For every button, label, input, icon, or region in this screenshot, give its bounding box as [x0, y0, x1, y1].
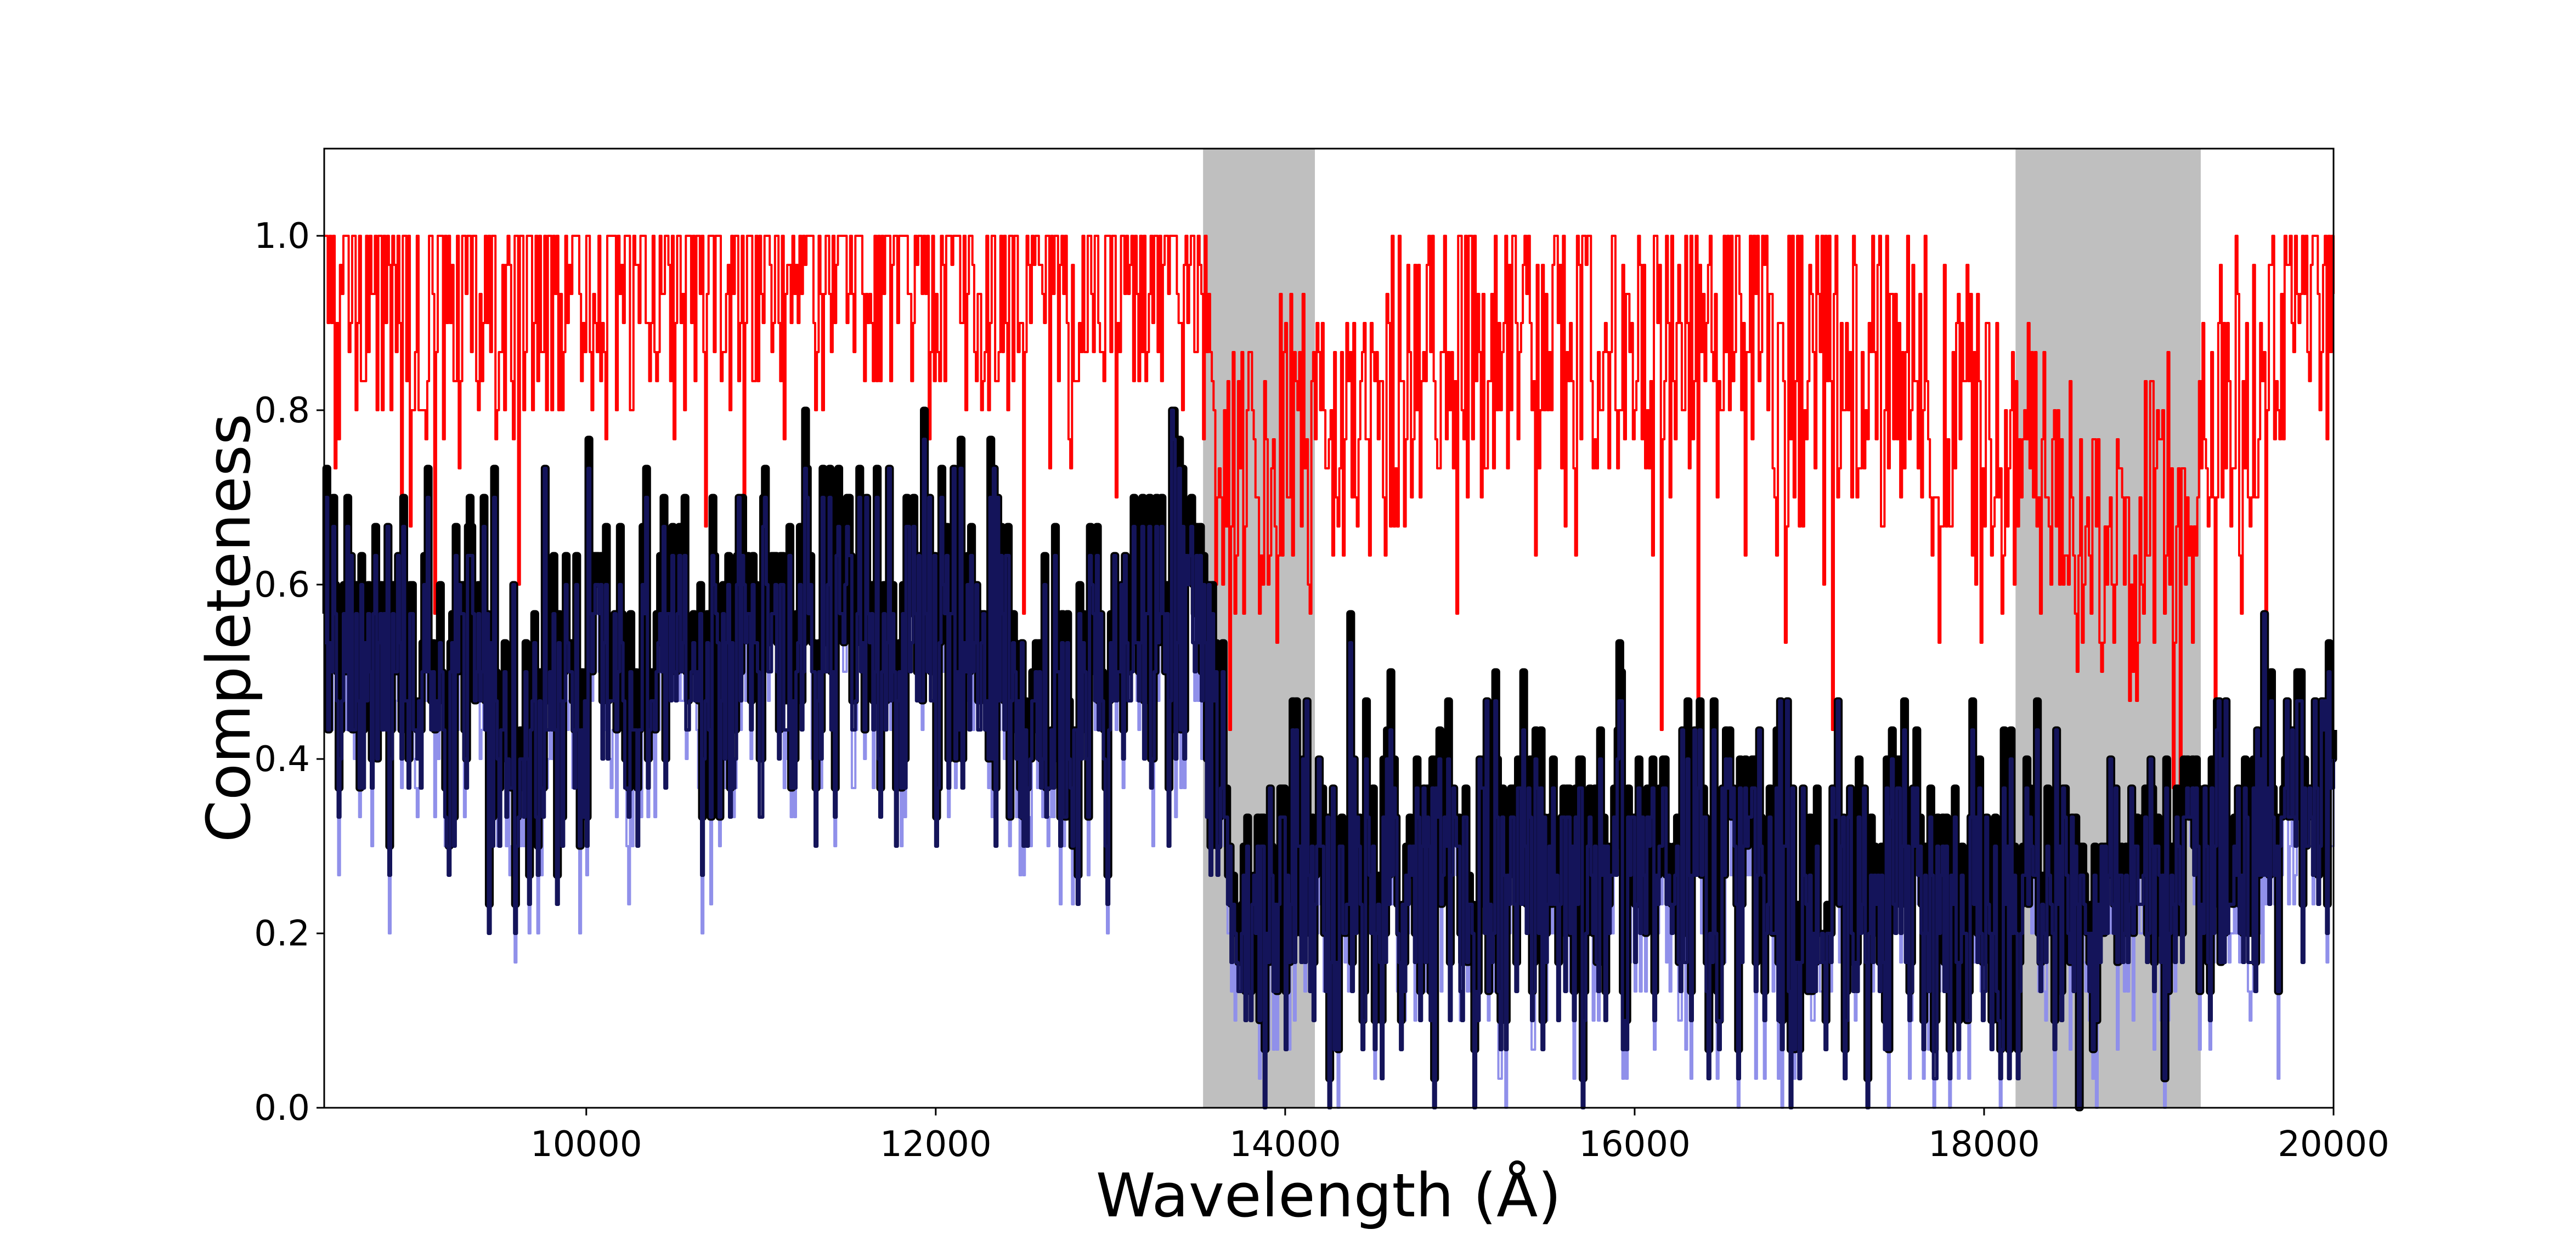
series-line-navy [324, 409, 2335, 1109]
data-series [322, 235, 2337, 1112]
x-axis-ticks: 10000 12000 14000 16000 18000 20000 [530, 1108, 2389, 1165]
x-tick-label: 14000 [1229, 1124, 1341, 1165]
y-tick-label: 0.4 [254, 739, 310, 780]
series-line-red [324, 235, 2335, 789]
y-tick-label: 0.6 [254, 565, 310, 605]
y-tick-label: 0.8 [254, 390, 310, 431]
x-tick-label: 16000 [1579, 1124, 1691, 1165]
y-axis-ticks: 0.0 0.2 0.4 0.6 0.8 1.0 [254, 216, 324, 1129]
plot-frame [323, 148, 2335, 1109]
x-tick-label: 12000 [880, 1124, 992, 1165]
y-tick-label: 0.2 [254, 914, 310, 954]
x-axis-title: Wavelength (Å) [1096, 1160, 1562, 1231]
y-tick-label: 1.0 [254, 216, 310, 257]
y-tick-label: 0.0 [254, 1088, 310, 1129]
y-axis-title: Completeness [194, 413, 264, 842]
x-tick-label: 18000 [1928, 1124, 2040, 1165]
x-tick-label: 20000 [2278, 1124, 2389, 1165]
x-tick-label: 10000 [530, 1124, 642, 1165]
